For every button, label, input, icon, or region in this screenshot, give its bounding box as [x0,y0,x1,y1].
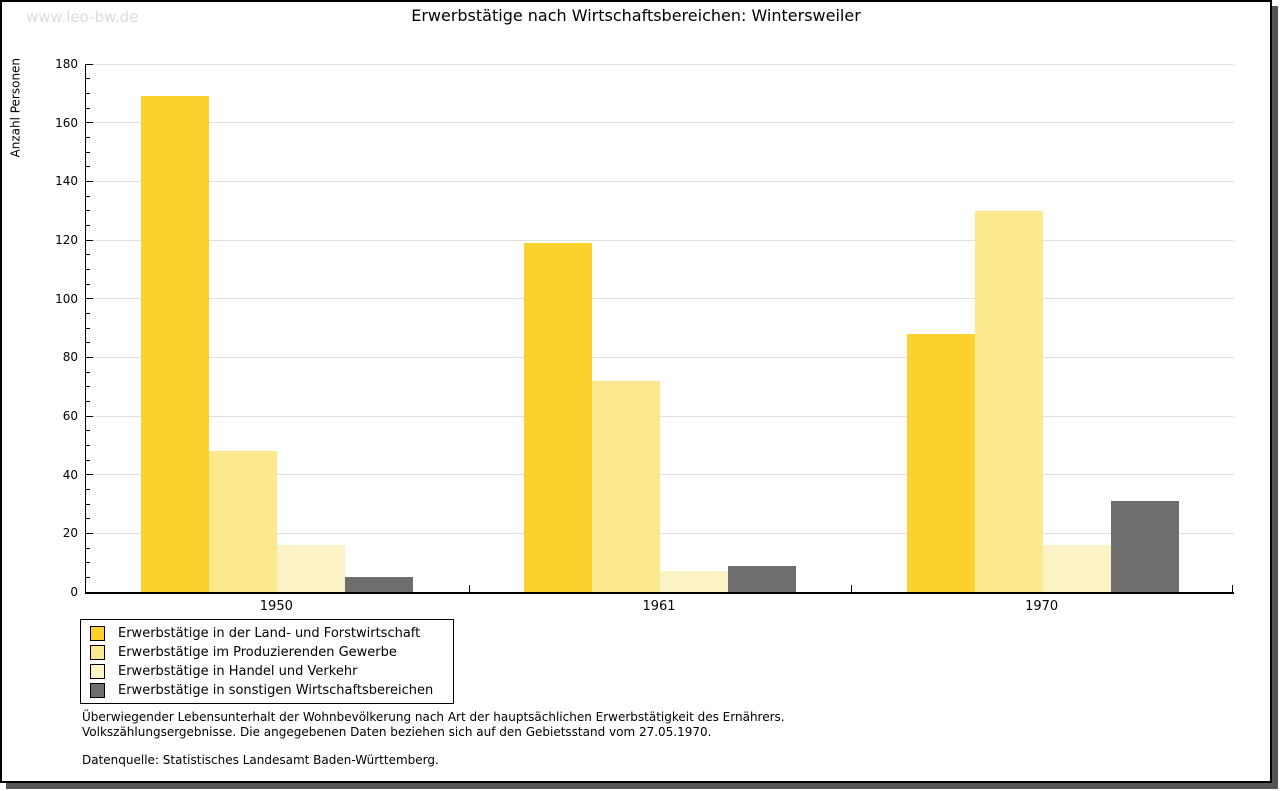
y-minor-tick [86,107,90,109]
bar-series3-1950 [277,545,346,592]
gridline [86,298,1234,300]
gridline [86,356,1234,358]
y-minor-tick [86,576,90,578]
y-minor-tick [86,459,90,461]
bar-series4-1970 [1110,501,1179,592]
y-minor-tick [86,92,90,94]
y-minor-tick [86,327,90,329]
data-source-text: Datenquelle: Statistisches Landesamt Bad… [82,753,439,767]
y-minor-tick [86,400,90,402]
y-tick-label: 60 [62,409,78,423]
y-major-tick [86,180,93,182]
y-major-tick [86,356,93,358]
y-minor-tick [86,283,90,285]
legend: Erwerbstätige in der Land- und Forstwirt… [80,619,454,704]
gridline [86,532,1234,534]
footnote-line-1: Überwiegender Lebensunterhalt der Wohnbe… [82,710,785,724]
x-axis-label: 1950 [259,599,293,614]
footnote-text: Überwiegender Lebensunterhalt der Wohnbe… [82,710,785,739]
legend-label: Erwerbstätige in der Land- und Forstwirt… [118,626,421,641]
y-minor-tick [86,78,90,80]
y-minor-tick [86,371,90,373]
y-minor-tick [86,488,90,490]
y-minor-tick [86,386,90,388]
bar-series1-1950 [141,96,210,592]
bar-series3-1970 [1042,545,1111,592]
y-minor-tick [86,268,90,270]
y-minor-tick [86,254,90,256]
legend-swatch-series2 [90,645,105,660]
footnote-line-2: Volkszählungsergebnisse. Die angegebenen… [82,724,712,739]
bar-series1-1970 [906,334,975,592]
y-minor-tick [86,151,90,153]
legend-swatch-series3 [90,664,105,679]
y-major-tick [86,122,93,124]
x-boundary-tick [851,585,852,592]
gridline [86,122,1234,124]
y-major-tick [86,474,93,476]
y-tick-label: 80 [62,350,78,365]
gridline [86,180,1234,182]
y-tick-label: 100 [55,291,78,306]
y-tick-label: 180 [55,57,78,71]
y-minor-tick [86,136,90,138]
legend-label: Erwerbstätige in Handel und Verkehr [118,664,358,679]
bar-series2-1961 [592,381,660,592]
y-minor-tick [86,562,90,564]
y-tick-label: 0 [70,585,78,599]
y-minor-tick [86,503,90,505]
y-minor-tick [86,430,90,432]
y-major-tick [86,239,93,241]
x-axis-label: 1961 [642,599,676,614]
bar-series4-1950 [345,577,414,592]
y-major-tick [86,298,93,300]
y-minor-tick [86,210,90,212]
y-minor-tick [86,518,90,520]
y-minor-tick [86,312,90,314]
legend-item: Erwerbstätige im Produzierenden Gewerbe [81,643,453,662]
bar-series1-1961 [524,243,592,592]
y-major-tick [86,415,93,417]
y-tick-label: 40 [62,467,78,482]
bar-series4-1961 [728,566,796,592]
y-minor-tick [86,547,90,549]
legend-item: Erwerbstätige in sonstigen Wirtschaftsbe… [81,681,453,700]
watermark: www.leo-bw.de [26,8,139,26]
y-axis-title: Anzahl Personen [8,57,23,158]
legend-swatch-series4 [90,683,105,698]
y-tick-label: 20 [62,526,78,541]
legend-label: Erwerbstätige in sonstigen Wirtschaftsbe… [118,683,434,698]
bar-series2-1970 [974,211,1043,592]
y-minor-tick [86,444,90,446]
y-minor-tick [86,166,90,168]
legend-item: Erwerbstätige in der Land- und Forstwirt… [81,624,453,643]
y-major-tick [86,63,93,65]
y-tick-label: 160 [55,115,78,130]
y-minor-tick [86,224,90,226]
bar-series3-1961 [660,571,728,592]
y-tick-label: 120 [55,233,78,247]
chart-title: Erwerbstätige nach Wirtschaftsbereichen:… [411,6,861,25]
gridline [86,415,1234,417]
plot-area [85,63,1234,594]
legend-label: Erwerbstätige im Produzierenden Gewerbe [118,645,397,660]
x-boundary-tick [1232,585,1233,592]
gridline [86,63,1234,65]
x-boundary-tick [469,585,470,592]
y-major-tick [86,532,93,534]
legend-item: Erwerbstätige in Handel und Verkehr [81,662,453,681]
legend-swatch-series1 [90,626,105,641]
x-axis-label: 1970 [1025,599,1059,614]
y-minor-tick [86,195,90,197]
bar-series2-1950 [209,451,278,592]
gridline [86,474,1234,476]
y-tick-label: 140 [55,174,78,189]
gridline [86,239,1234,241]
y-minor-tick [86,342,90,344]
